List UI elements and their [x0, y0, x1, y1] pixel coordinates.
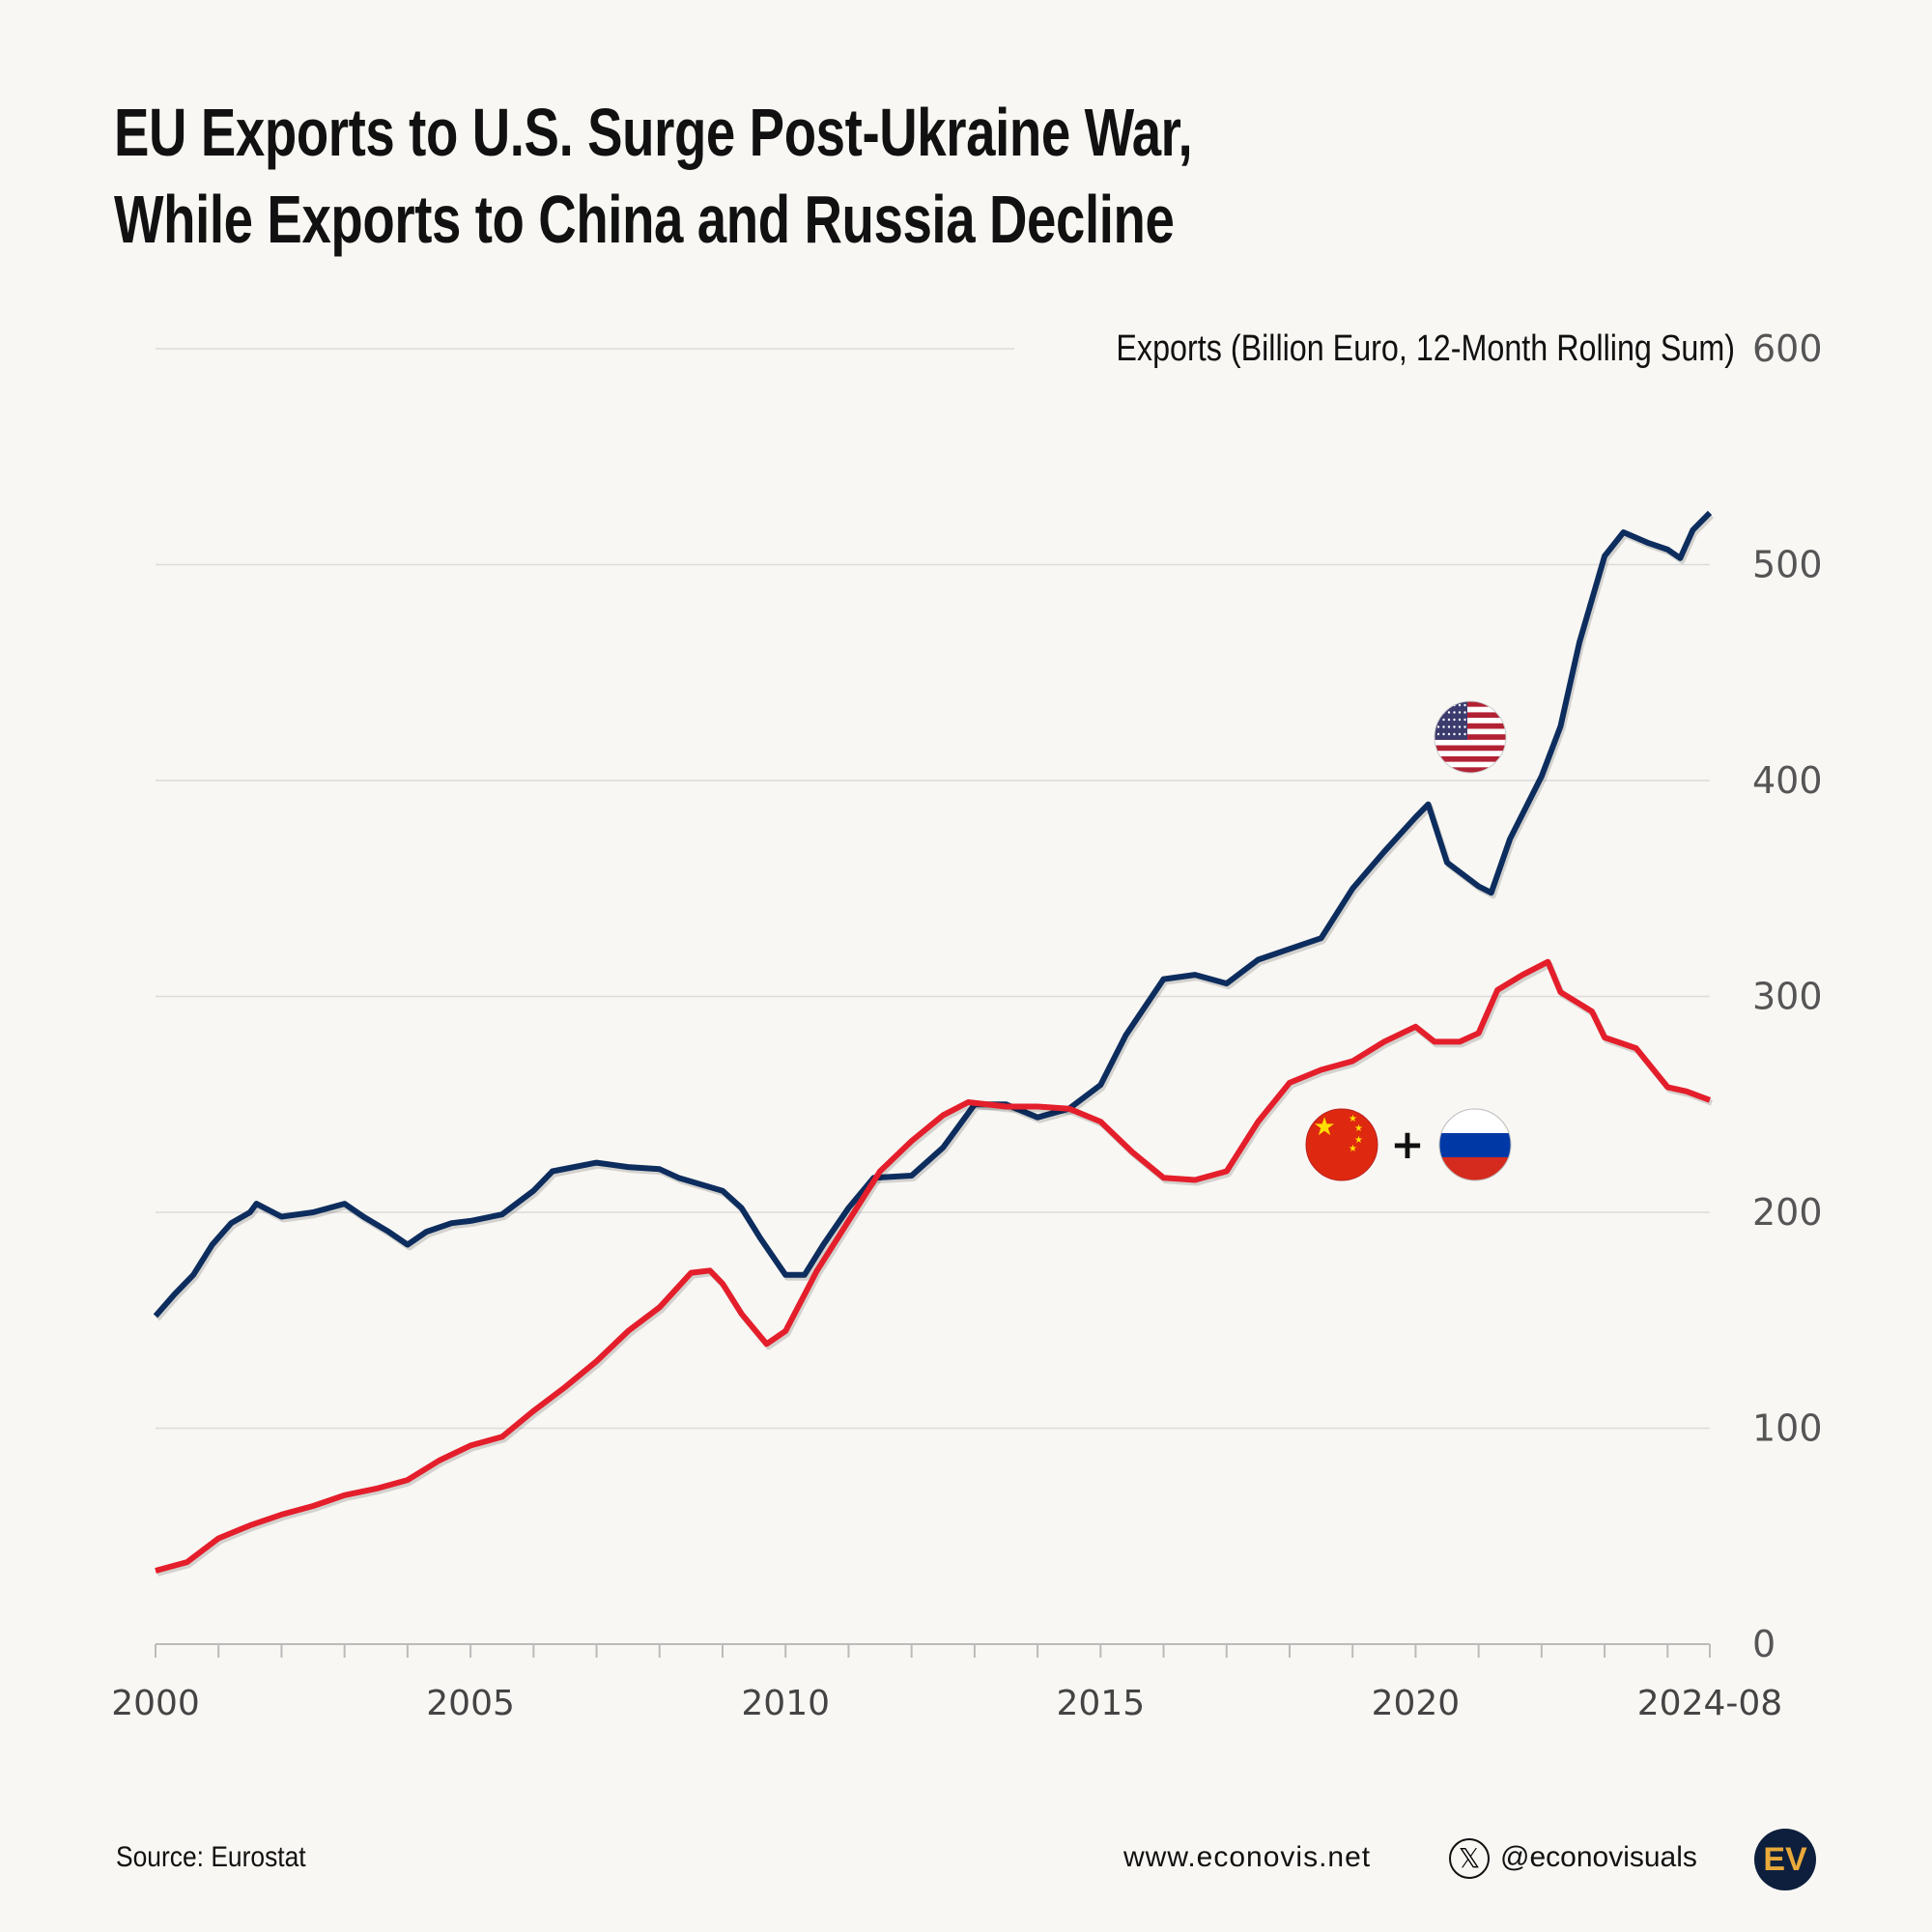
x-tick-label: 2005: [426, 1684, 515, 1723]
svg-text:★: ★: [1313, 1112, 1335, 1141]
series-line-china_russia: [155, 958, 1712, 1574]
source-note: Source: Eurostat: [116, 1841, 306, 1873]
x-tick-label: 2000: [111, 1684, 200, 1723]
y-tick-label: 200: [1752, 1191, 1823, 1234]
logo-text: EV: [1763, 1841, 1807, 1878]
y-tick-label: 300: [1752, 976, 1823, 1018]
svg-text:★: ★: [1349, 1144, 1357, 1154]
website-link[interactable]: www.econovis.net: [1123, 1841, 1372, 1873]
y-tick-label: 400: [1752, 759, 1823, 802]
title-line-1: EU Exports to U.S. Surge Post-Ukraine Wa…: [114, 95, 1193, 170]
us-flag-icon: [1434, 700, 1507, 774]
china-flag-icon: ★ ★ ★ ★ ★: [1305, 1108, 1378, 1181]
x-tick-label: 2010: [741, 1684, 830, 1723]
y-tick-label: 500: [1752, 544, 1823, 586]
y-tick-label: 0: [1752, 1623, 1776, 1665]
chart-title: EU Exports to U.S. Surge Post-Ukraine Wa…: [114, 89, 1193, 263]
svg-text:★: ★: [1354, 1135, 1363, 1146]
y-axis-title: Exports (Billion Euro, 12-Month Rolling …: [1116, 328, 1735, 369]
plus-icon: +: [1390, 1121, 1424, 1168]
russia-flag-icon: [1438, 1108, 1512, 1181]
econovis-logo: EV: [1754, 1829, 1816, 1890]
social-handle[interactable]: @econovisuals: [1500, 1841, 1697, 1873]
x-tick-label: 2015: [1057, 1684, 1146, 1723]
title-line-2: While Exports to China and Russia Declin…: [114, 182, 1175, 257]
y-tick-label: 600: [1752, 327, 1823, 370]
series-line-us: [153, 510, 1713, 1319]
x-tick-label: 2024-08: [1637, 1684, 1782, 1723]
x-tick-label: 2020: [1372, 1684, 1461, 1723]
svg-text:★: ★: [1354, 1123, 1363, 1134]
svg-text:★: ★: [1349, 1114, 1357, 1124]
y-tick-label: 100: [1752, 1407, 1823, 1450]
x-logo-icon[interactable]: 𝕏: [1449, 1838, 1490, 1879]
